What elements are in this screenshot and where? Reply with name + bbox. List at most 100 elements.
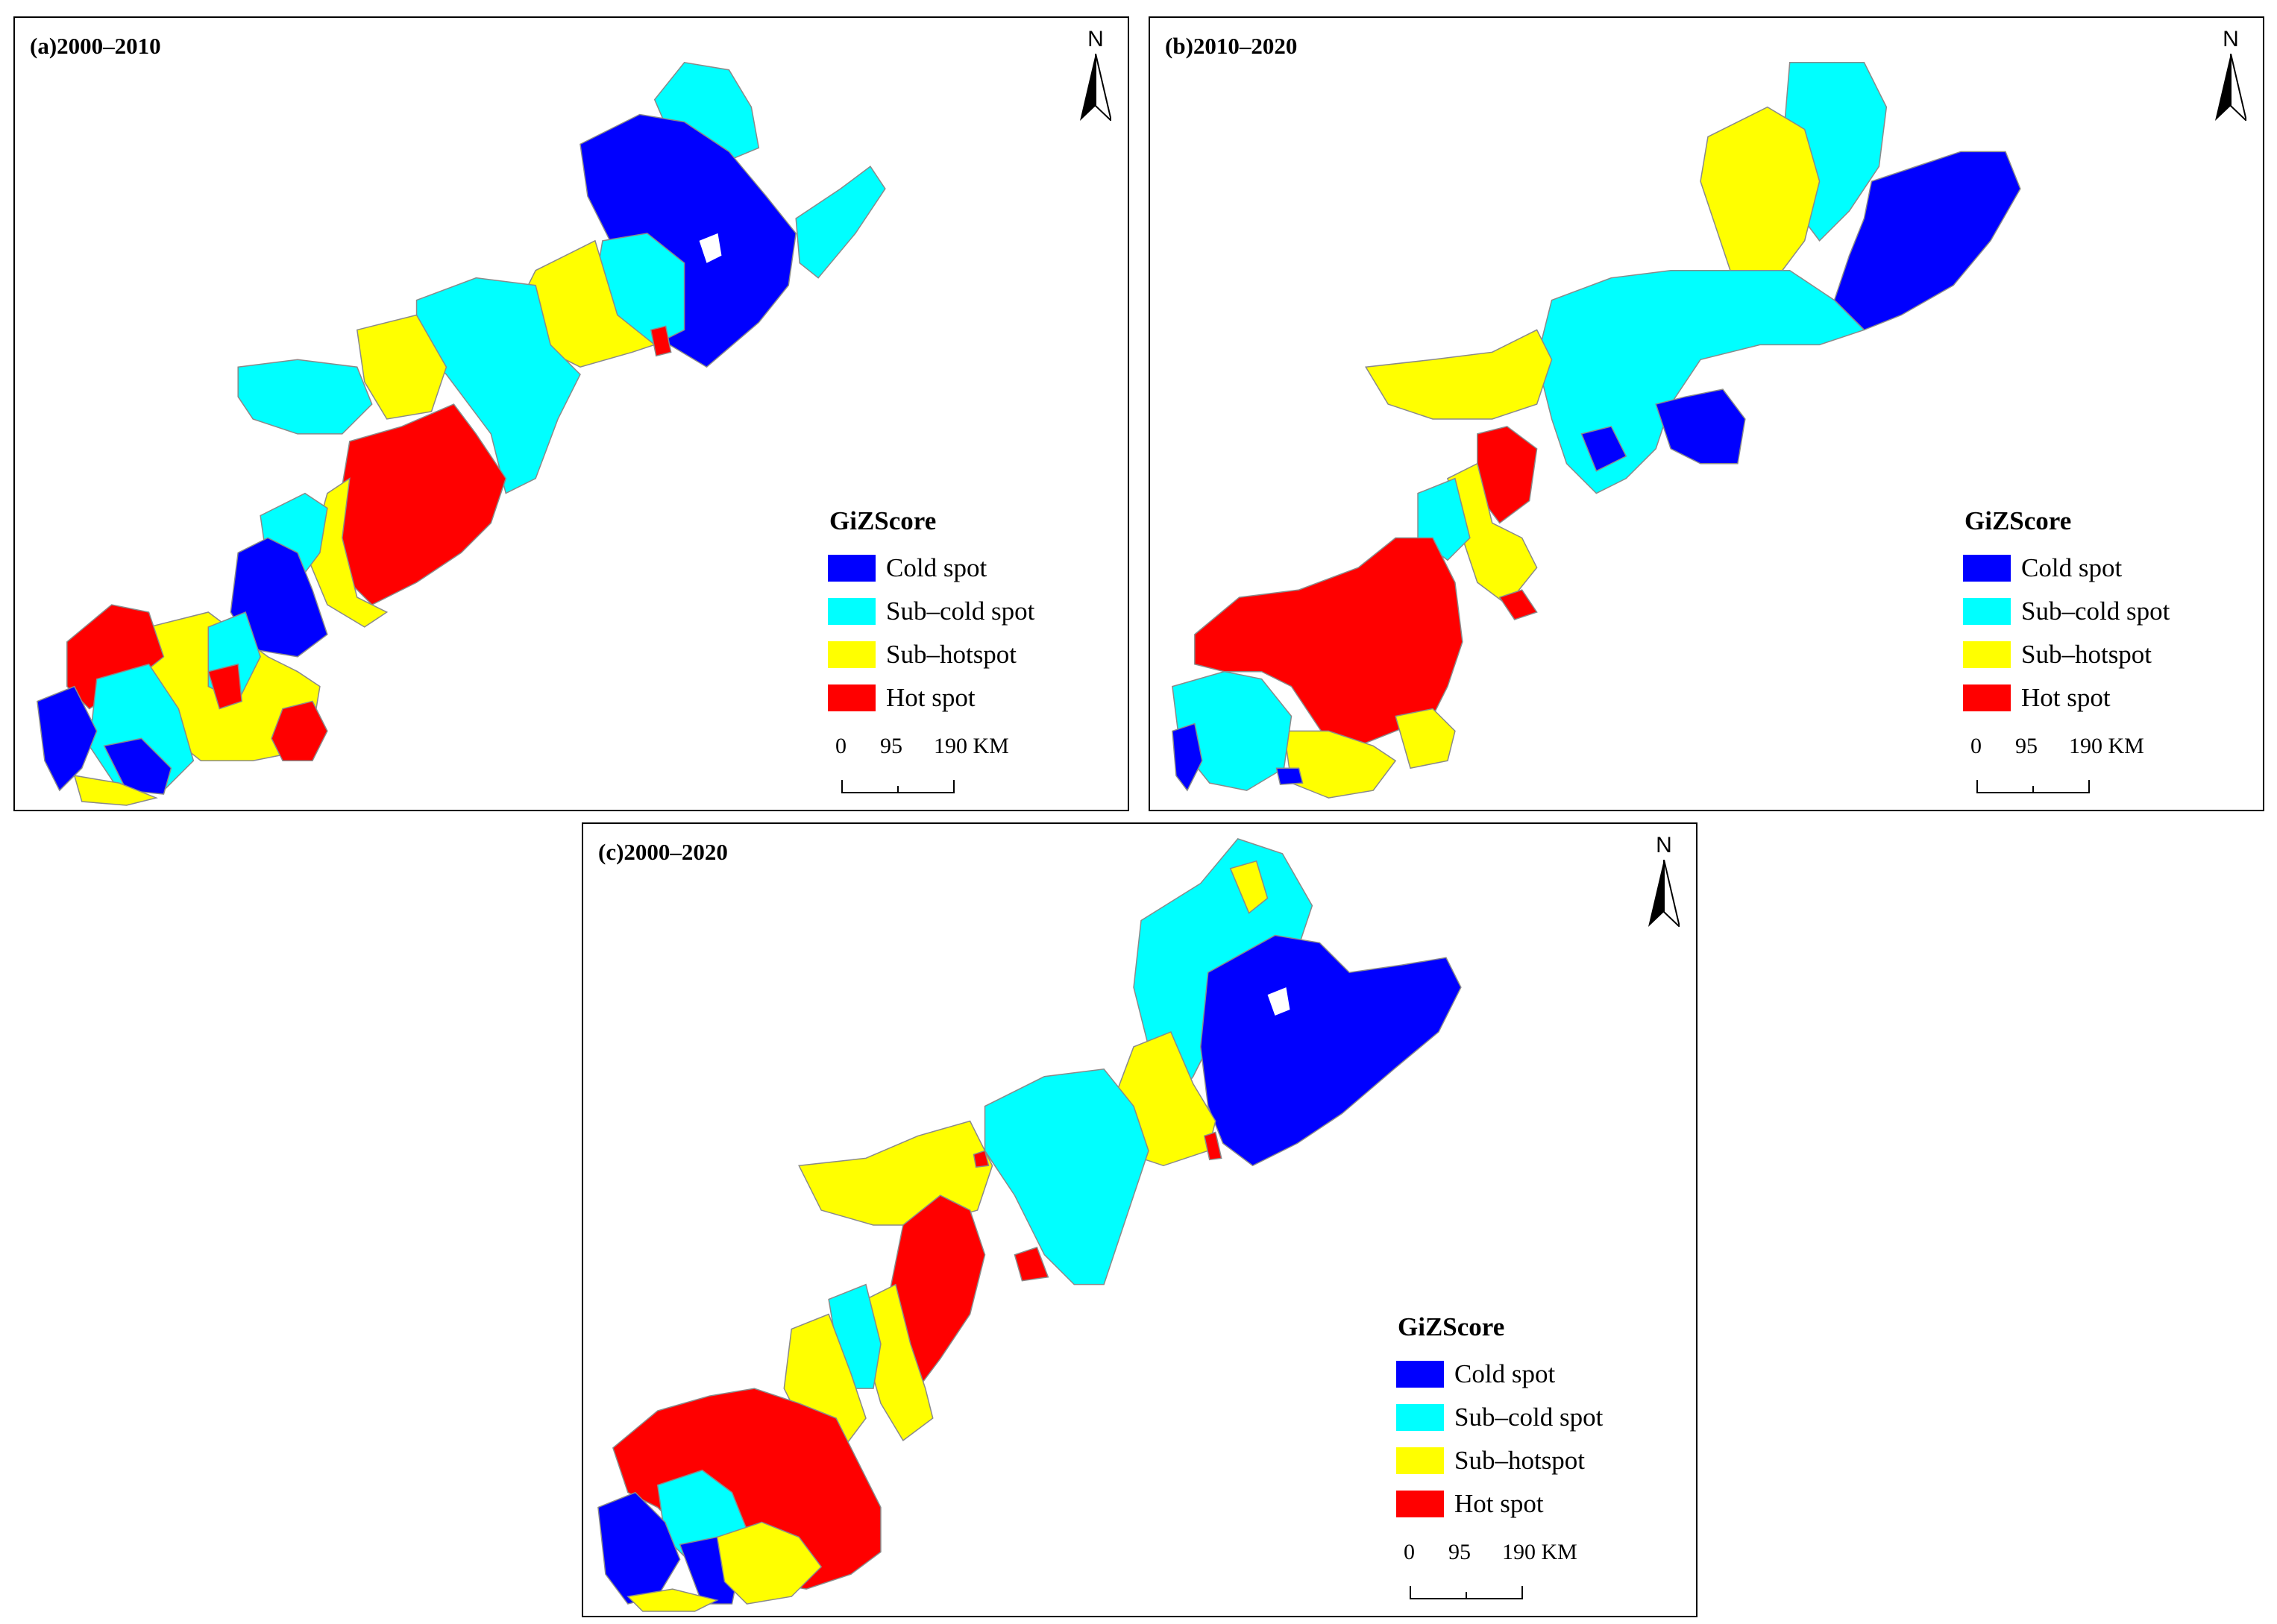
legend-swatch <box>1963 641 2011 668</box>
legend: GiZScore Cold spot Sub–cold spot Sub–hot… <box>1963 506 2254 720</box>
region-cold-southwest <box>37 685 98 792</box>
legend-item-sub-cold: Sub–cold spot <box>1963 590 2254 633</box>
legend-label: Cold spot <box>2021 553 2123 582</box>
region-cold-southwest-tip <box>1172 723 1203 792</box>
legend-swatch <box>828 598 876 625</box>
scale-bar-line <box>1976 780 2090 793</box>
scale-tick-190: 190 KM <box>2069 734 2144 758</box>
region-hot-east-small <box>1014 1246 1049 1282</box>
region-hot-southeast <box>271 700 328 761</box>
north-arrow: N <box>1645 833 1683 930</box>
legend-swatch <box>1396 1491 1444 1517</box>
legend-label: Hot spot <box>886 683 976 712</box>
region-hot-small <box>650 325 672 357</box>
region-sub-cold-middle <box>984 1068 1149 1285</box>
scale-bar-line <box>1410 1586 1523 1599</box>
legend-label: Cold spot <box>886 553 987 582</box>
region-hot-southwest-large <box>1194 537 1463 747</box>
region-cold-northeast <box>1833 151 2021 331</box>
region-sub-hot-north-tip <box>1229 860 1269 914</box>
region-cold-central <box>1655 388 1746 465</box>
region-sub-hot-south-tip <box>73 775 158 806</box>
legend: GiZScore Cold spot Sub–cold spot Sub–hot… <box>828 506 1119 720</box>
north-arrow: N <box>2212 27 2249 124</box>
lake-hole <box>1267 987 1290 1016</box>
legend-swatch <box>1396 1404 1444 1431</box>
north-label: N <box>1656 833 1672 857</box>
legend-item-sub-cold: Sub–cold spot <box>1396 1396 1687 1439</box>
north-label: N <box>2223 27 2239 51</box>
region-sub-hot-southeast <box>1395 708 1456 769</box>
legend-label: Cold spot <box>1454 1359 1556 1388</box>
region-cold-northeast <box>1200 934 1462 1167</box>
legend-label: Sub–cold spot <box>886 597 1035 626</box>
scale-tick-95: 95 <box>880 734 902 758</box>
scale-tick-0: 0 <box>1970 734 1982 758</box>
region-sub-hot-central <box>1447 462 1538 606</box>
legend-label: Hot spot <box>2021 683 2111 712</box>
region-cold-south-tip <box>103 737 172 795</box>
panel-title: (c)2000–2020 <box>598 839 728 865</box>
map-regions <box>597 838 1462 1612</box>
legend-label: Sub–cold spot <box>2021 597 2170 626</box>
region-sub-cold-middle <box>1536 269 1865 494</box>
legend-swatch <box>1396 1361 1444 1388</box>
region-sub-hot-west-mid <box>356 314 447 420</box>
legend-label: Sub–hotspot <box>2021 640 2152 669</box>
legend-label: Sub–hotspot <box>1454 1446 1586 1475</box>
scale-bar: 0 95 190 KM <box>1963 734 2157 801</box>
region-hot-small <box>1203 1131 1222 1161</box>
region-sub-cold-coast <box>795 166 886 279</box>
map-panel-c: (c)2000–2020 N GiZScore Cold spot Sub–co… <box>582 822 1697 1617</box>
legend-title: GiZScore <box>1398 1312 1505 1341</box>
region-sub-cold-west-arm <box>237 359 373 435</box>
legend-swatch <box>1396 1447 1444 1474</box>
scale-tick-0: 0 <box>835 734 847 758</box>
legend-swatch <box>1963 555 2011 582</box>
legend-item-sub-hot: Sub–hotspot <box>1963 633 2254 676</box>
north-arrow-icon <box>1648 860 1680 927</box>
region-sub-hot-central-south <box>308 477 389 628</box>
region-hot-dot <box>973 1150 990 1168</box>
legend-label: Sub–cold spot <box>1454 1403 1604 1432</box>
legend-item-hot: Hot spot <box>828 676 1119 720</box>
scale-tick-95: 95 <box>1448 1540 1471 1564</box>
north-label: N <box>1087 27 1104 51</box>
region-sub-hot-west-arm <box>1364 329 1553 420</box>
legend-swatch <box>828 555 876 582</box>
panel-title: (b)2010–2020 <box>1165 33 1298 59</box>
legend-swatch <box>1963 684 2011 711</box>
legend-item-cold: Cold spot <box>1963 547 2254 590</box>
map-panel-a: (a)2000–2010 N GiZScore Cold spot Sub–co… <box>13 16 1129 811</box>
scale-tick-190: 190 KM <box>1502 1540 1577 1564</box>
legend-title: GiZScore <box>1964 506 2072 535</box>
legend-item-cold: Cold spot <box>828 547 1119 590</box>
north-arrow: N <box>1077 27 1114 124</box>
legend-item-hot: Hot spot <box>1396 1482 1687 1526</box>
legend-swatch <box>828 641 876 668</box>
scale-bar-line <box>841 780 955 793</box>
region-cold-small <box>1580 426 1627 472</box>
legend-title: GiZScore <box>829 506 937 535</box>
choropleth-map-c <box>597 838 1462 1612</box>
region-cold-southwest <box>597 1491 681 1605</box>
scale-tick-190: 190 KM <box>934 734 1009 758</box>
north-arrow-icon <box>1080 54 1111 121</box>
panel-title: (a)2000–2010 <box>30 33 161 59</box>
map-regions <box>1172 61 2021 799</box>
map-regions <box>37 61 886 806</box>
choropleth-map-a <box>37 61 886 806</box>
region-sub-hot-north <box>1700 106 1821 271</box>
scale-bar: 0 95 190 KM <box>828 734 1022 801</box>
region-hot-central <box>334 403 507 605</box>
legend-item-sub-hot: Sub–hotspot <box>828 633 1119 676</box>
legend-label: Hot spot <box>1454 1489 1544 1518</box>
scale-tick-95: 95 <box>2015 734 2038 758</box>
scale-bar: 0 95 190 KM <box>1396 1540 1590 1607</box>
region-cold-south-small <box>1275 767 1304 785</box>
legend: GiZScore Cold spot Sub–cold spot Sub–hot… <box>1396 1312 1687 1526</box>
legend-swatch <box>828 684 876 711</box>
lake-hole <box>699 233 722 263</box>
legend-label: Sub–hotspot <box>886 640 1017 669</box>
region-hot-east-small <box>1498 589 1538 620</box>
